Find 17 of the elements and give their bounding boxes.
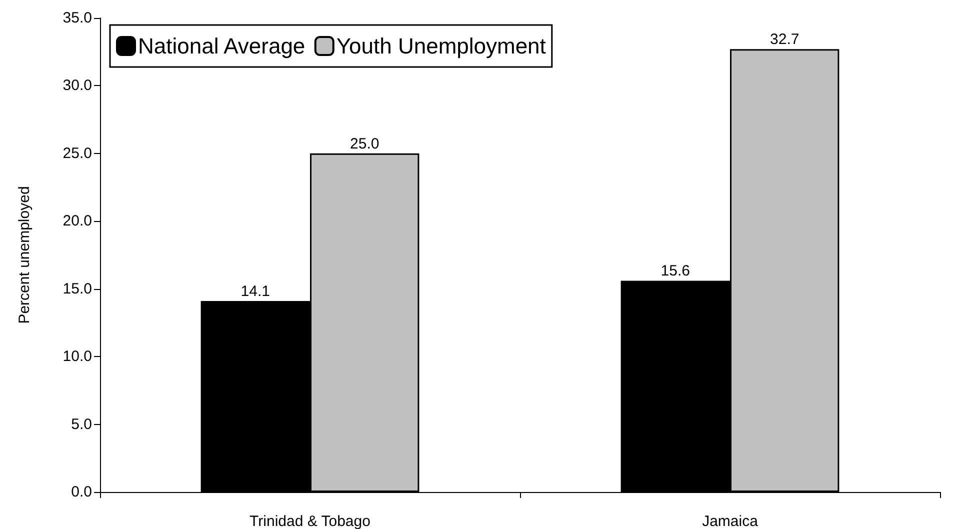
y-tick-label: 0.0 — [71, 484, 92, 500]
y-tick-label: 5.0 — [71, 416, 92, 433]
data-label: 15.6 — [660, 262, 690, 280]
data-label: 32.7 — [770, 31, 800, 48]
data-label: 14.1 — [240, 283, 270, 300]
y-tick-label: 20.0 — [62, 212, 92, 230]
y-tick-label: 25.0 — [62, 144, 92, 162]
y-tick-label: 10.0 — [62, 348, 92, 366]
legend-label: Youth Unemployment — [336, 34, 546, 58]
y-tick-label: 35.0 — [62, 10, 92, 26]
x-tick-label: Jamaica — [702, 513, 759, 529]
y-tick-label: 15.0 — [62, 280, 92, 298]
legend-label: National Average — [138, 34, 306, 58]
y-axis-title: Percent unemployed — [16, 186, 33, 324]
data-label: 25.0 — [350, 135, 380, 152]
x-tick-label: Trinidad & Tobago — [250, 513, 370, 529]
y-tick-label: 30.0 — [62, 77, 92, 94]
